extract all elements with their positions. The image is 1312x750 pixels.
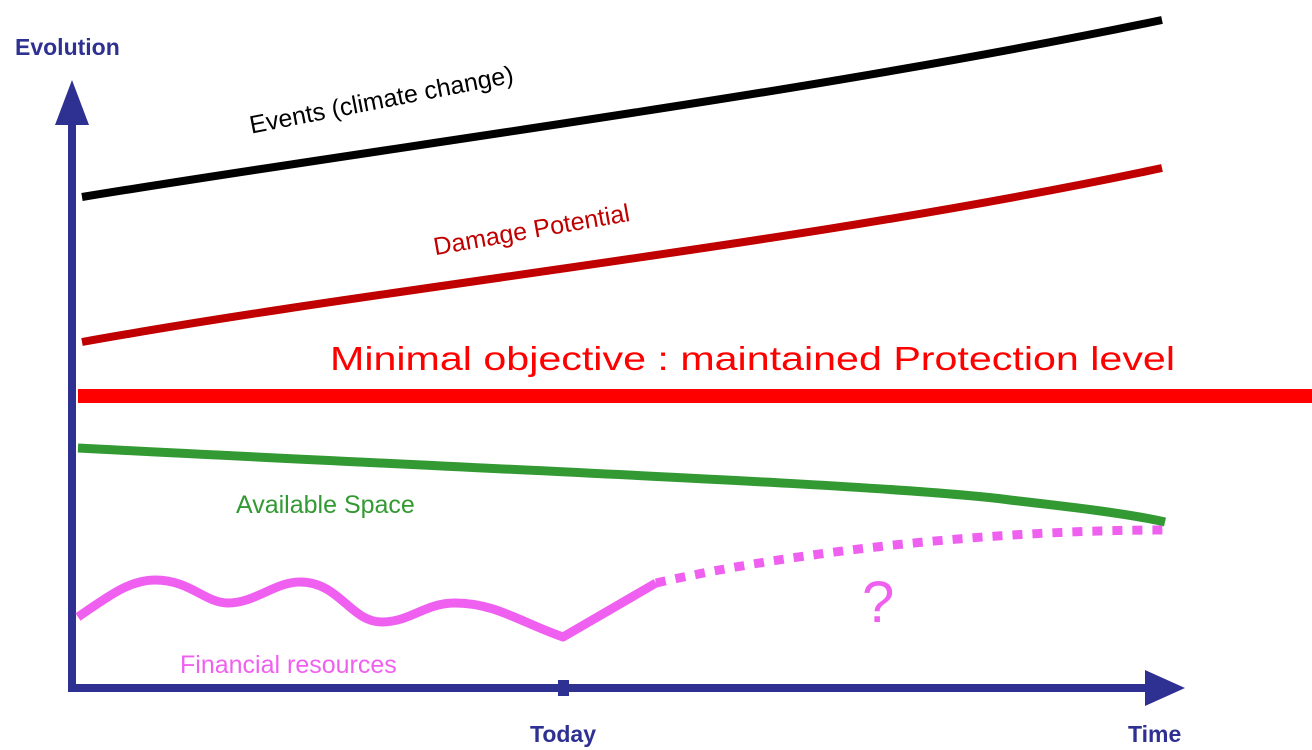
x-axis-arrow bbox=[1145, 670, 1185, 706]
space-curve bbox=[77, 443, 1167, 527]
x-axis-label: Time bbox=[1128, 721, 1181, 747]
protection-label: Minimal objective : maintained Protectio… bbox=[330, 340, 1175, 377]
y-axis-arrow bbox=[55, 80, 89, 125]
finance-curve bbox=[75, 575, 659, 642]
space-label: Available Space bbox=[236, 491, 415, 519]
finance-label: Financial resources bbox=[180, 651, 397, 679]
today-marker bbox=[558, 680, 569, 696]
y-axis-label: Evolution bbox=[15, 34, 120, 60]
damage-curve bbox=[81, 164, 1163, 346]
today-label: Today bbox=[530, 721, 596, 747]
finance-forecast bbox=[654, 525, 1166, 588]
uncertainty-label: ? bbox=[862, 570, 894, 635]
events-curve bbox=[81, 16, 1163, 201]
